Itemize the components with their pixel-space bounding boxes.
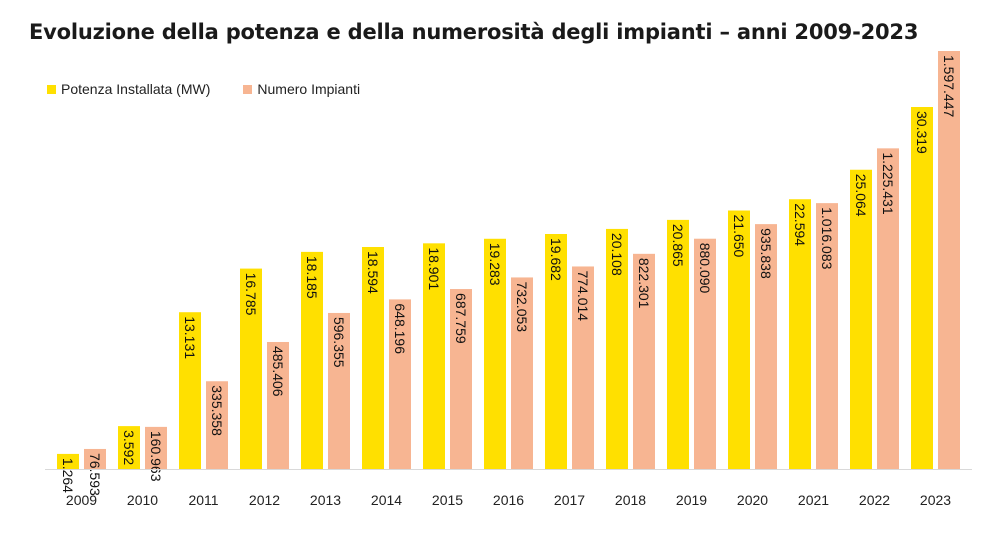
x-tick-2023: 2023 [920, 492, 951, 508]
bar-power-2023 [911, 107, 933, 469]
bar-plants-2020 [755, 224, 777, 469]
bar-power-2013 [301, 251, 323, 469]
legend-swatch-plants [243, 84, 253, 94]
bar-power-2019 [667, 219, 689, 469]
bar-plants-2023 [938, 51, 960, 469]
bar-plants-2022 [877, 148, 899, 470]
label-power-2019: 20.865 [670, 224, 686, 267]
bar-power-2009 [57, 453, 79, 469]
x-tick-2010: 2010 [127, 492, 158, 508]
bar-plants-2010 [145, 426, 167, 469]
label-plants-2012: 485.406 [270, 346, 286, 397]
bar-power-2012 [240, 268, 262, 469]
bar-plants-2017 [572, 266, 594, 469]
bar-power-2018 [606, 228, 628, 469]
label-power-2014: 18.594 [365, 251, 381, 294]
x-tick-2016: 2016 [493, 492, 524, 508]
x-tick-2015: 2015 [432, 492, 463, 508]
bar-power-2016 [484, 238, 506, 469]
bar-power-2017 [545, 234, 567, 469]
bar-plants-2012 [267, 341, 289, 469]
bar-power-2022 [850, 169, 872, 469]
bar-power-2010 [118, 426, 140, 469]
legend: Potenza Installata (MW) Numero Impianti [47, 81, 393, 97]
bar-plants-2018 [633, 253, 655, 469]
label-power-2012: 16.785 [243, 273, 259, 316]
label-power-2013: 18.185 [304, 256, 320, 299]
x-tick-2013: 2013 [310, 492, 341, 508]
legend-item-plants: Numero Impianti [243, 81, 360, 97]
label-power-2009: 1.264 [60, 458, 76, 493]
x-tick-2012: 2012 [249, 492, 280, 508]
bar-power-2015 [423, 243, 445, 469]
label-plants-2019: 880.090 [697, 243, 713, 294]
label-plants-2017: 774.014 [575, 270, 591, 321]
legend-item-power: Potenza Installata (MW) [47, 81, 210, 97]
x-tick-2021: 2021 [798, 492, 829, 508]
label-power-2022: 25.064 [853, 174, 869, 217]
label-plants-2018: 822.301 [636, 258, 652, 309]
label-plants-2014: 648.196 [392, 303, 408, 354]
label-plants-2023: 1.597.447 [941, 55, 957, 117]
label-power-2020: 21.650 [731, 215, 747, 258]
bar-plants-2016 [511, 277, 533, 469]
x-tick-2014: 2014 [371, 492, 402, 508]
bar-power-2011 [179, 312, 201, 469]
bar-plants-2015 [450, 289, 472, 469]
label-plants-2011: 335.358 [209, 385, 225, 436]
label-power-2016: 19.283 [487, 243, 503, 286]
label-power-2018: 20.108 [609, 233, 625, 276]
label-plants-2020: 935.838 [758, 228, 774, 279]
x-tick-2018: 2018 [615, 492, 646, 508]
x-tick-2019: 2019 [676, 492, 707, 508]
label-plants-2009: 76.593 [87, 453, 103, 496]
bar-plants-2014 [389, 299, 411, 469]
bar-plants-2013 [328, 312, 350, 469]
x-tick-2020: 2020 [737, 492, 768, 508]
label-power-2017: 19.682 [548, 238, 564, 281]
bar-plants-2011 [206, 381, 228, 469]
label-power-2010: 3.592 [121, 430, 137, 465]
x-tick-2022: 2022 [859, 492, 890, 508]
bar-plants-2019 [694, 238, 716, 469]
label-power-2015: 18.901 [426, 247, 442, 290]
bar-power-2014 [362, 246, 384, 469]
label-power-2021: 22.594 [792, 203, 808, 246]
x-tick-2009: 2009 [66, 492, 97, 508]
x-tick-2011: 2011 [188, 492, 218, 508]
label-plants-2010: 160.963 [148, 431, 164, 482]
bar-plants-2009 [84, 448, 106, 469]
label-plants-2021: 1.016.083 [819, 207, 835, 269]
label-plants-2022: 1.225.431 [880, 152, 896, 214]
legend-label-power: Potenza Installata (MW) [61, 81, 211, 97]
label-plants-2013: 596.355 [331, 317, 347, 368]
label-power-2023: 30.319 [914, 111, 930, 154]
label-plants-2016: 732.053 [514, 281, 530, 332]
legend-label-plants: Numero Impianti [257, 81, 361, 97]
bar-plants-2021 [816, 203, 838, 469]
label-plants-2015: 687.759 [453, 293, 469, 344]
legend-swatch-power [47, 84, 56, 94]
chart-title: Evoluzione della potenza e della numeros… [29, 20, 919, 44]
bar-power-2021 [789, 199, 811, 469]
label-power-2011: 13.131 [182, 316, 198, 359]
x-tick-2017: 2017 [554, 492, 585, 508]
bar-power-2020 [728, 210, 750, 470]
